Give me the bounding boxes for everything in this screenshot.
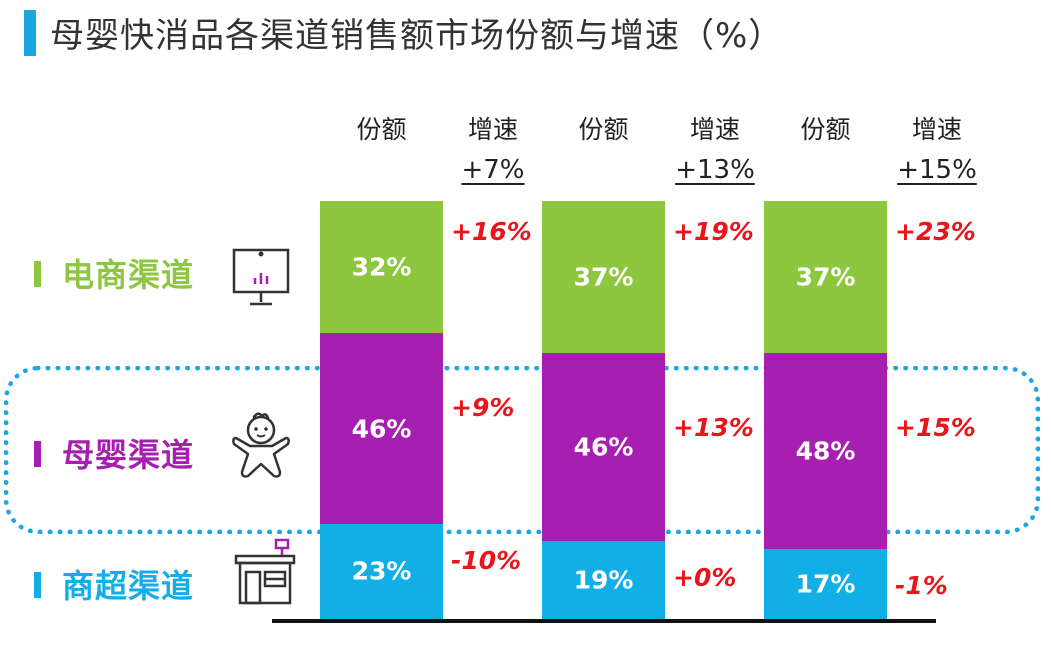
growth-label: +15% xyxy=(895,412,976,442)
bar-segment xyxy=(542,541,665,619)
share-header: 份额 xyxy=(800,115,851,144)
channel-label-ecommerce: 电商渠道 xyxy=(62,256,195,294)
data-label: 46% xyxy=(351,414,412,444)
bar-segment xyxy=(320,333,443,524)
chart-title: 母婴快消品各渠道销售额市场份额与增速（%） xyxy=(50,16,784,56)
data-label: 46% xyxy=(573,432,634,462)
growth-label: +13% xyxy=(673,412,754,442)
growth-label: -10% xyxy=(451,545,522,575)
baby-icon xyxy=(226,408,296,482)
total-growth-label: +13% xyxy=(675,155,755,185)
bar-segment xyxy=(764,201,887,353)
bar-segment xyxy=(764,352,887,550)
growth-label: +19% xyxy=(673,217,754,246)
growth-label: +0% xyxy=(673,563,737,593)
supermarket-marker xyxy=(34,572,41,598)
storefront-icon xyxy=(232,538,298,610)
x-axis-baseline xyxy=(272,619,936,623)
growth-label: +9% xyxy=(451,393,515,423)
growth-label: +16% xyxy=(451,217,532,246)
bar-segment xyxy=(320,523,443,619)
bar-segment xyxy=(320,201,443,334)
data-label: 32% xyxy=(351,252,412,282)
growth-header: 增速 xyxy=(467,115,519,144)
title-accent-bar xyxy=(24,10,36,56)
total-growth-label: +7% xyxy=(461,155,525,185)
data-label: 17% xyxy=(795,569,856,599)
growth-header: 增速 xyxy=(911,115,963,144)
channel-label-maternal: 母婴渠道 xyxy=(62,436,195,474)
data-label: 48% xyxy=(795,436,856,466)
total-growth-label: +15% xyxy=(897,155,977,185)
ecommerce-marker xyxy=(34,261,41,287)
data-label: 37% xyxy=(573,262,634,292)
growth-label: +23% xyxy=(895,217,976,246)
bar-segment xyxy=(542,201,665,353)
data-label: 37% xyxy=(795,262,856,292)
presentation-board-icon xyxy=(228,240,294,310)
bar-segment xyxy=(764,549,887,619)
growth-label: -1% xyxy=(895,571,948,601)
data-label: 19% xyxy=(573,565,634,595)
share-header: 份额 xyxy=(578,115,629,144)
highlight-box-maternal xyxy=(4,366,1040,534)
maternal-marker xyxy=(34,441,41,467)
channel-label-supermarket: 商超渠道 xyxy=(62,567,195,605)
share-header: 份额 xyxy=(356,115,407,144)
bar-segment xyxy=(542,352,665,542)
data-label: 23% xyxy=(351,556,412,586)
growth-header: 增速 xyxy=(689,115,741,144)
